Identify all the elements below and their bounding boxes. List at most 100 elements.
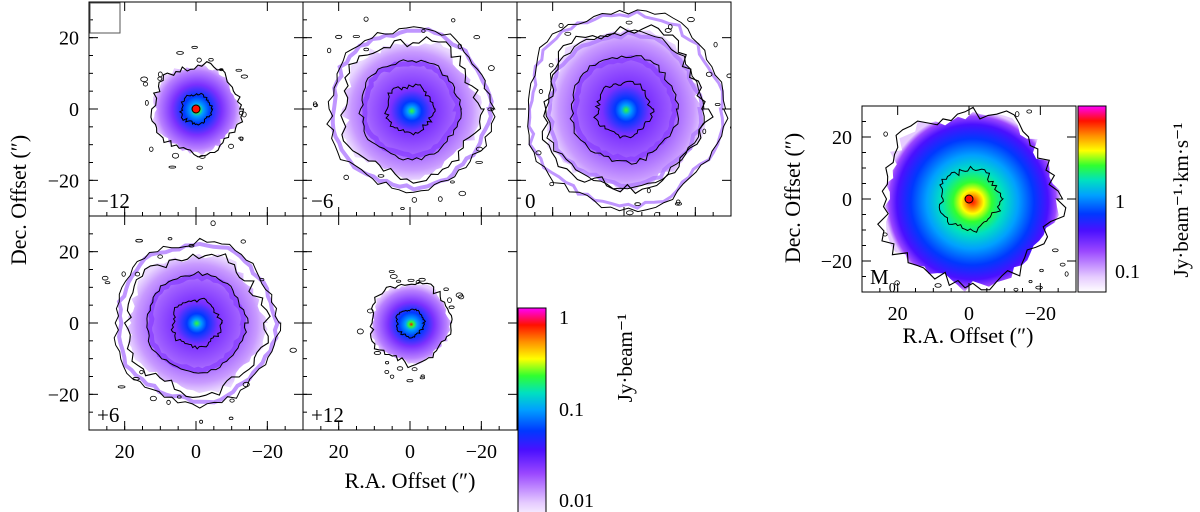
channel-panel-1-noise: [475, 146, 483, 152]
channels-xlabel: R.A. Offset (″): [345, 468, 476, 493]
channel-panel-4-noise: [396, 279, 402, 283]
moment0-panel-noise: [1035, 285, 1043, 290]
channel-panel-0-noise: [168, 165, 177, 169]
channel-panel-3-noise: [229, 398, 235, 403]
channel-panel-0-ytick-label: 0: [69, 99, 79, 121]
colorbar-moment0: 1 0.1 Jy·beam⁻¹·km·s⁻¹: [1077, 105, 1193, 293]
channel-panel-0-noise: [239, 136, 244, 142]
cbar-right-tick-01: 0.1: [1115, 261, 1140, 283]
channel-panel-4-xtick-label: 0: [405, 441, 415, 463]
channel-panel-3-label: +6: [97, 403, 119, 427]
channel-panel-0-noise: [196, 57, 202, 63]
channel-panel-4-noise: [415, 280, 421, 284]
channel-panel-3-contour-inner: [170, 297, 224, 350]
channel-panel-0-noise: [149, 146, 154, 152]
channel-panel-2-noise: [625, 20, 633, 25]
channel-panel-3-xtick-label: −20: [252, 441, 283, 463]
moment0-panel-xtick-label: −20: [1025, 303, 1056, 325]
channel-panel-3-noise: [135, 238, 143, 243]
channel-panel-0: 20 0 −20 −12: [48, 1, 304, 217]
channel-panel-2: 0: [516, 1, 732, 217]
channel-panel-1-noise: [377, 174, 385, 178]
cbar-left-label: Jy·beam⁻¹: [613, 314, 637, 403]
channel-panel-0-noise: [157, 71, 163, 78]
channel-panel-1-noise: [363, 47, 370, 52]
channel-panel-2-noise: [564, 31, 572, 36]
channel-panel-4-emission: [369, 284, 453, 365]
channel-panel-3-noise: [210, 220, 216, 227]
channel-panel-2-noise: [726, 73, 731, 79]
moment0-panel-ytick-label: −20: [821, 251, 852, 273]
channel-panel-1-noise: [343, 174, 349, 180]
moment0-panel-ytick-label: 20: [832, 127, 852, 149]
channel-panel-3-ytick-label: −20: [48, 384, 79, 406]
channel-panel-3-noise: [134, 271, 141, 277]
channel-panel-3-noise: [166, 399, 171, 405]
channel-panel-2-contour-inner: [593, 80, 655, 139]
channel-panel-3-xtick-label: 20: [115, 441, 135, 463]
moment0-panel-noise: [883, 131, 888, 137]
colorbar-moment0-gradient: [1077, 105, 1107, 293]
channel-panel-0-noise: [240, 74, 249, 79]
channel-maps: 20 0 −20 −12 −6 0 20 0 −20 20 0 −20 +6 20 0 −20 +12: [48, 1, 732, 463]
channel-panel-0-contour-inner: [178, 92, 214, 126]
moment0-panel-ytick-label: 0: [842, 189, 852, 211]
channel-panel-2-contour-ring-1: [545, 29, 705, 190]
moment0-panel-xtick-label: 0: [964, 303, 974, 325]
channel-panel-2-noise: [634, 202, 641, 206]
channel-panel-1-noise: [450, 180, 455, 184]
channel-panel-4-noise: [411, 367, 418, 372]
channel-panel-2-noise: [730, 125, 731, 130]
channel-panel-4-noise: [384, 360, 390, 365]
channel-panel-1-noise: [451, 18, 456, 23]
channel-panel-3-noise: [259, 278, 265, 282]
channel-panel-3-noise: [139, 369, 144, 375]
channel-panel-1-noise: [457, 43, 462, 50]
moment0-panel: 20 0 −20 20 0 −20 M0: [821, 79, 1077, 325]
moment0-panel-noise: [934, 106, 939, 107]
channel-panel-1-noise: [473, 35, 481, 40]
channel-panel-0-beam-box: [89, 2, 121, 34]
channel-panel-0-noise: [157, 76, 163, 81]
channels-ylabel: Dec. Offset (″): [6, 135, 31, 265]
channel-panel-3-noise: [228, 416, 234, 420]
channel-panel-4-noise: [420, 374, 425, 378]
channel-panel-2-noise: [705, 71, 713, 77]
channel-panel-4-noise: [455, 292, 464, 298]
channel-panel-0-label: −12: [97, 189, 130, 213]
channel-panel-2-noise: [549, 182, 555, 187]
channel-panel-0-ytick-label: 20: [59, 28, 79, 50]
channel-panel-2-noise: [558, 23, 564, 29]
channel-panel-4-contour-inner: [395, 308, 426, 339]
channel-panel-2-noise: [675, 199, 681, 205]
channel-panel-3-noise: [121, 271, 126, 277]
moment0-panel-noise: [930, 296, 933, 298]
channel-panel-3-noise: [167, 237, 173, 241]
channel-panel-4-contour-outer: [369, 281, 453, 369]
channel-panel-4-noise: [448, 305, 455, 310]
channel-panel-4-label: +12: [311, 403, 344, 427]
channel-panel-3-noise: [188, 244, 195, 248]
channel-panel-3-noise: [240, 239, 246, 244]
channel-panel-1-noise: [313, 103, 319, 108]
channel-panel-3-noise: [101, 275, 109, 281]
cbar-right-label: Jy·beam⁻¹·km·s⁻¹: [1169, 123, 1193, 278]
moment0-panel-noise: [942, 101, 947, 105]
channel-panel-2-noise: [713, 41, 718, 48]
channel-panel-3-xtick-label: 0: [191, 441, 201, 463]
moment0-panel-noise: [947, 79, 951, 82]
moment0-panel-noise: [1020, 100, 1025, 102]
channel-panel-2-contour-outer: [541, 24, 714, 195]
channel-panel-3-contour-ring-1: [113, 237, 282, 409]
channel-panel-1-noise: [458, 190, 467, 197]
channel-panel-0-noise: [219, 68, 224, 72]
channel-panel-3-ring-0: [147, 272, 247, 374]
channel-panel-3-noise: [117, 385, 126, 389]
channel-panel-0-noise: [191, 45, 198, 49]
channel-panel-2-ring-1: [546, 30, 705, 189]
colorbar-channels: 1 0.1 0.01 Jy·beam⁻¹: [517, 307, 637, 512]
channel-panel-0-noise: [140, 76, 148, 83]
moment0-panel-noise: [934, 283, 942, 288]
channel-panel-4-noise: [373, 351, 382, 356]
